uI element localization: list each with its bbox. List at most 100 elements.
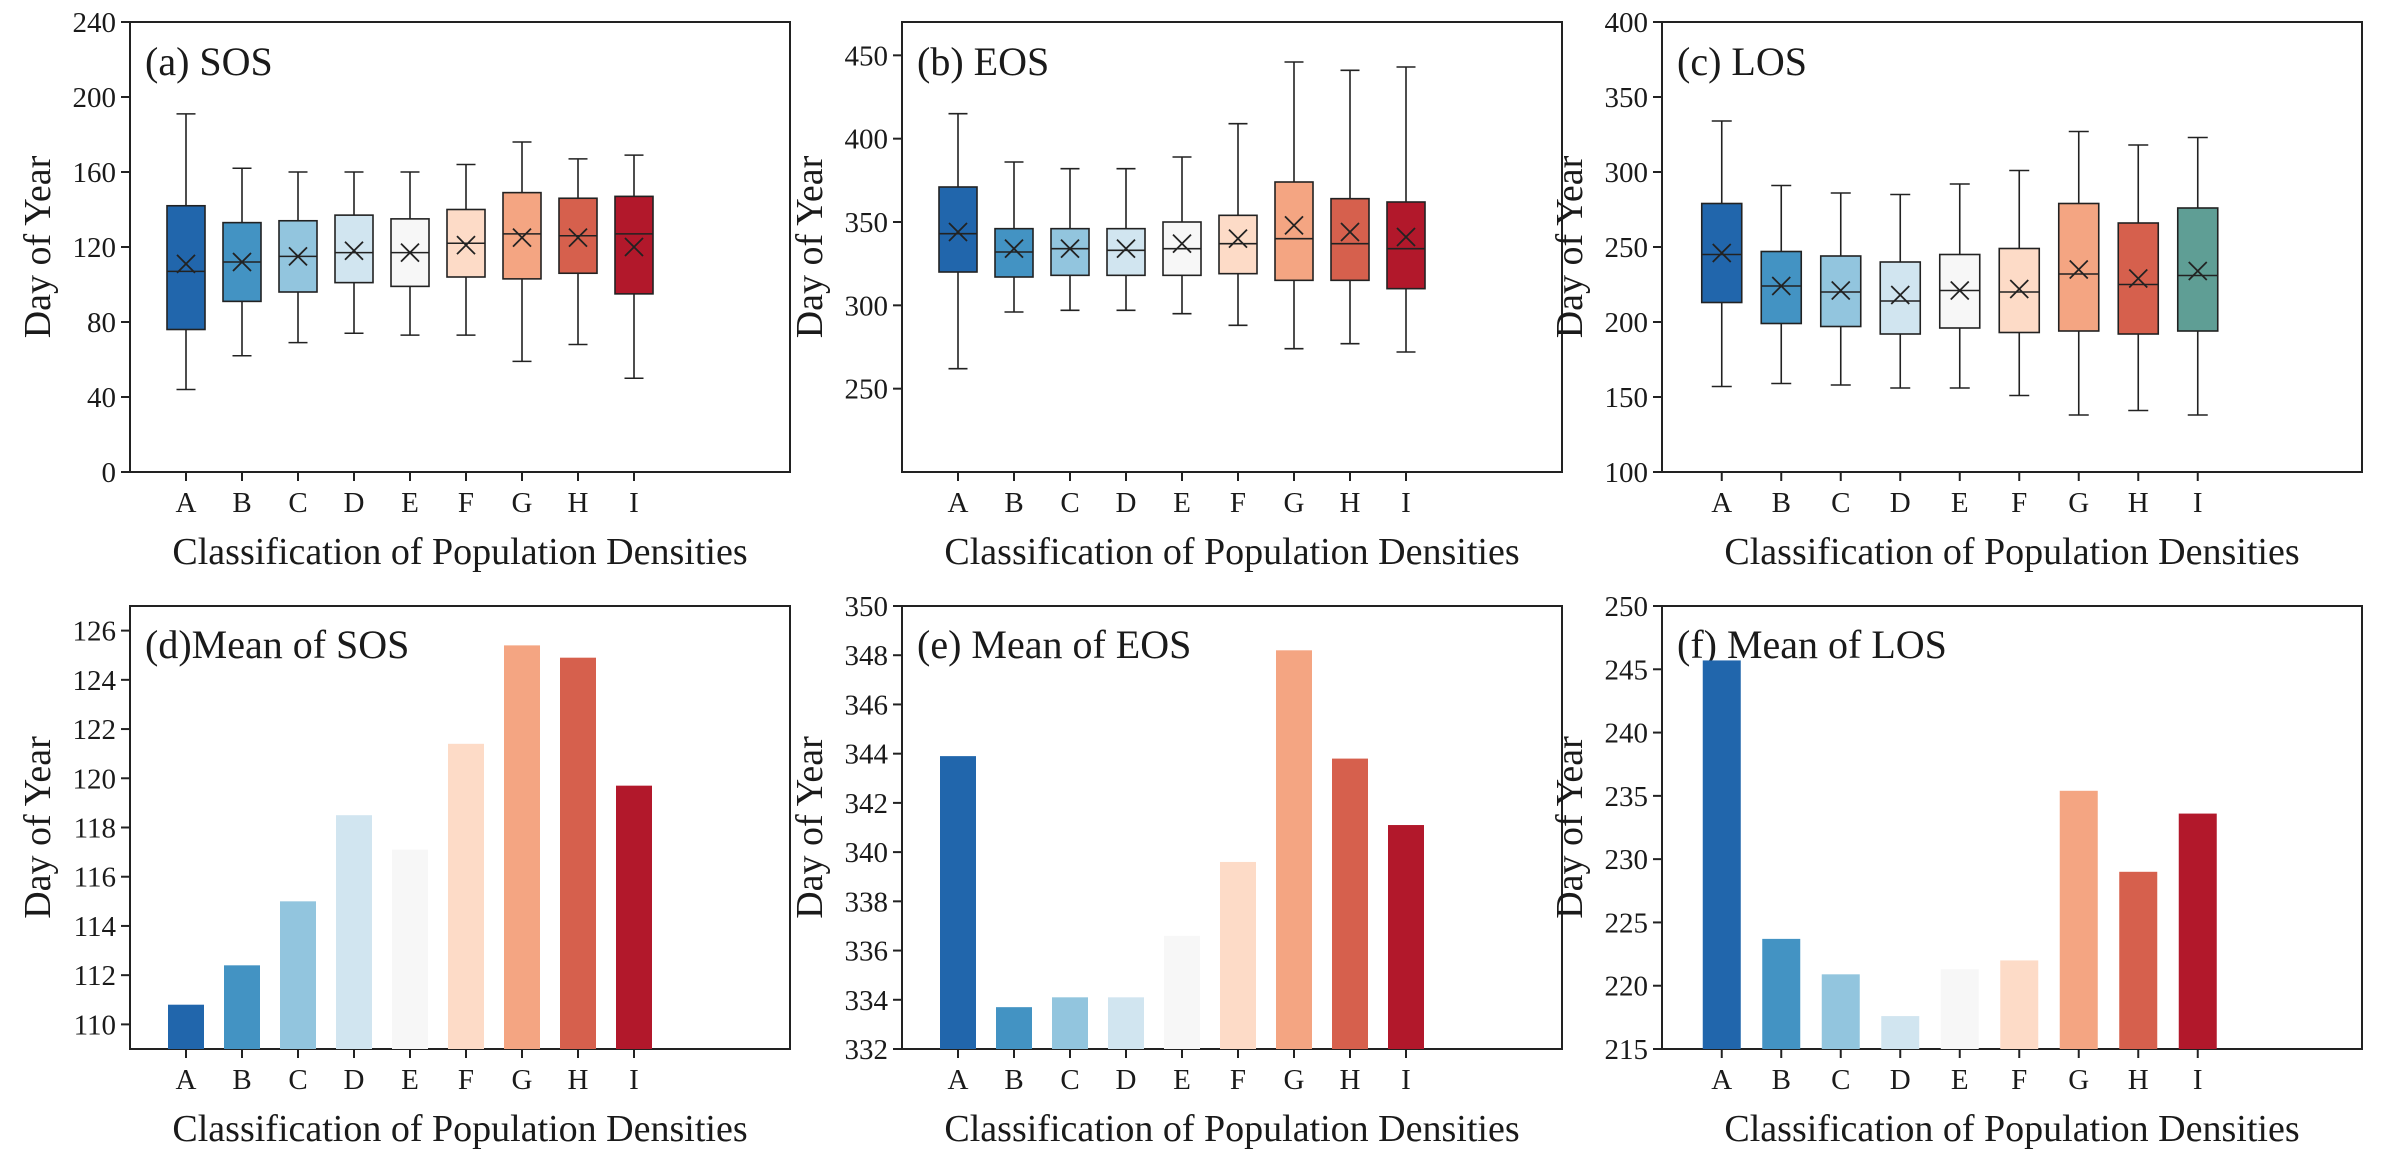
- x-tick-label: H: [2128, 1064, 2149, 1096]
- bar-E: [1940, 969, 1979, 1049]
- y-tick-label: 342: [845, 788, 889, 820]
- panel-title: (a) SOS: [145, 39, 273, 84]
- x-tick-label: H: [2128, 487, 2149, 519]
- box-H: [558, 158, 598, 346]
- box-iqr: [1998, 247, 2041, 334]
- bar-G: [2059, 790, 2098, 1049]
- box-G: [2057, 130, 2100, 416]
- x-tick-label: D: [344, 1064, 365, 1096]
- box-H: [2117, 144, 2160, 412]
- bar-F: [448, 743, 484, 1049]
- box-iqr: [502, 191, 542, 280]
- x-tick-label: H: [1340, 487, 1361, 519]
- box-C: [1050, 167, 1090, 312]
- box-A: [1700, 120, 1743, 388]
- x-tick-label: A: [176, 487, 197, 519]
- box-E: [1938, 183, 1981, 389]
- x-axis-title: Classification of Population Densities: [172, 531, 747, 573]
- plot-frame: [1661, 21, 2363, 473]
- bar-D: [1108, 997, 1144, 1049]
- y-tick-label: 230: [1605, 844, 1649, 876]
- panel-c: 100 150 200 250 300 350 400 A B C D E F G H I Day of Yea…: [1549, 7, 2363, 573]
- x-tick-label: G: [1284, 487, 1305, 519]
- box-iqr: [2057, 202, 2100, 332]
- x-tick-label: C: [1060, 487, 1079, 519]
- box-E: [390, 171, 430, 336]
- y-tick-label: 336: [845, 936, 889, 968]
- y-tick-label: 350: [845, 591, 889, 623]
- bar-B: [1762, 938, 1801, 1049]
- y-tick-label: 240: [73, 7, 117, 39]
- bar-C: [1821, 974, 1860, 1049]
- x-tick-label: B: [1772, 487, 1791, 519]
- mean-marker: [1004, 239, 1024, 259]
- bar-C: [280, 901, 316, 1049]
- x-tick-label: A: [1711, 1064, 1732, 1096]
- bar-H: [1332, 758, 1368, 1049]
- y-tick-label: 112: [74, 960, 116, 992]
- mean-marker: [1340, 222, 1360, 242]
- y-tick-label: 118: [74, 813, 116, 845]
- bar-F: [1220, 861, 1256, 1049]
- panel-title: (d)Mean of SOS: [145, 622, 409, 667]
- x-tick-label: F: [2011, 487, 2027, 519]
- x-tick-label: B: [1004, 487, 1023, 519]
- box-iqr: [166, 204, 206, 331]
- y-tick-label: 332: [845, 1034, 889, 1066]
- y-tick-label: 0: [102, 457, 117, 489]
- y-tick-label: 150: [1605, 382, 1649, 414]
- panel-title: (b) EOS: [917, 39, 1049, 84]
- bar-G: [1276, 650, 1312, 1049]
- box-B: [994, 161, 1034, 313]
- y-axis-title: Day of Year: [789, 736, 831, 919]
- panel-title: (e) Mean of EOS: [917, 622, 1191, 667]
- x-tick-label: I: [1401, 1064, 1411, 1096]
- x-tick-label: G: [2068, 1064, 2089, 1096]
- bar-H: [560, 657, 596, 1049]
- x-tick-label: B: [232, 487, 251, 519]
- box-iqr: [938, 186, 978, 273]
- mean-marker: [456, 235, 476, 255]
- bar-D: [336, 815, 372, 1049]
- x-tick-label: I: [2193, 1064, 2203, 1096]
- y-tick-label: 220: [1605, 971, 1649, 1003]
- bar-G: [504, 645, 540, 1049]
- y-axis-title: Day of Year: [17, 736, 59, 919]
- box-iqr: [1106, 227, 1146, 277]
- box-B: [1760, 184, 1803, 385]
- y-tick-label: 126: [73, 616, 117, 648]
- y-tick-label: 122: [73, 714, 117, 746]
- y-tick-label: 400: [1605, 7, 1649, 39]
- x-axis-title: Classification of Population Densities: [1724, 1108, 2299, 1150]
- box-G: [1274, 61, 1314, 350]
- y-axis-title: Day of Year: [17, 155, 59, 338]
- box-D: [1106, 167, 1146, 312]
- mean-marker: [1228, 229, 1248, 249]
- x-tick-label: C: [1831, 487, 1850, 519]
- y-tick-label: 350: [1605, 82, 1649, 114]
- y-tick-label: 110: [74, 1009, 116, 1041]
- y-tick-label: 400: [845, 124, 889, 156]
- panel-title: (f) Mean of LOS: [1677, 622, 1947, 667]
- bar-B: [996, 1007, 1032, 1049]
- bar-D: [1881, 1016, 1920, 1049]
- y-tick-label: 350: [845, 207, 889, 239]
- y-tick-label: 116: [74, 862, 116, 894]
- y-tick-label: 240: [1605, 718, 1649, 750]
- y-tick-label: 114: [74, 911, 117, 943]
- panel-title: (c) LOS: [1677, 39, 1807, 84]
- y-axis-title: Day of Year: [1549, 736, 1591, 919]
- box-iqr: [1218, 214, 1258, 275]
- x-tick-label: E: [1951, 487, 1969, 519]
- y-tick-label: 160: [73, 157, 117, 189]
- x-axis-title: Classification of Population Densities: [944, 1108, 1519, 1150]
- mean-marker: [2128, 268, 2148, 289]
- x-tick-label: D: [1116, 1064, 1137, 1096]
- box-iqr: [1274, 181, 1314, 282]
- bar-A: [168, 1004, 204, 1049]
- x-tick-label: B: [232, 1064, 251, 1096]
- bar-I: [616, 785, 652, 1049]
- mean-marker: [1950, 280, 1970, 301]
- x-tick-label: E: [1173, 487, 1191, 519]
